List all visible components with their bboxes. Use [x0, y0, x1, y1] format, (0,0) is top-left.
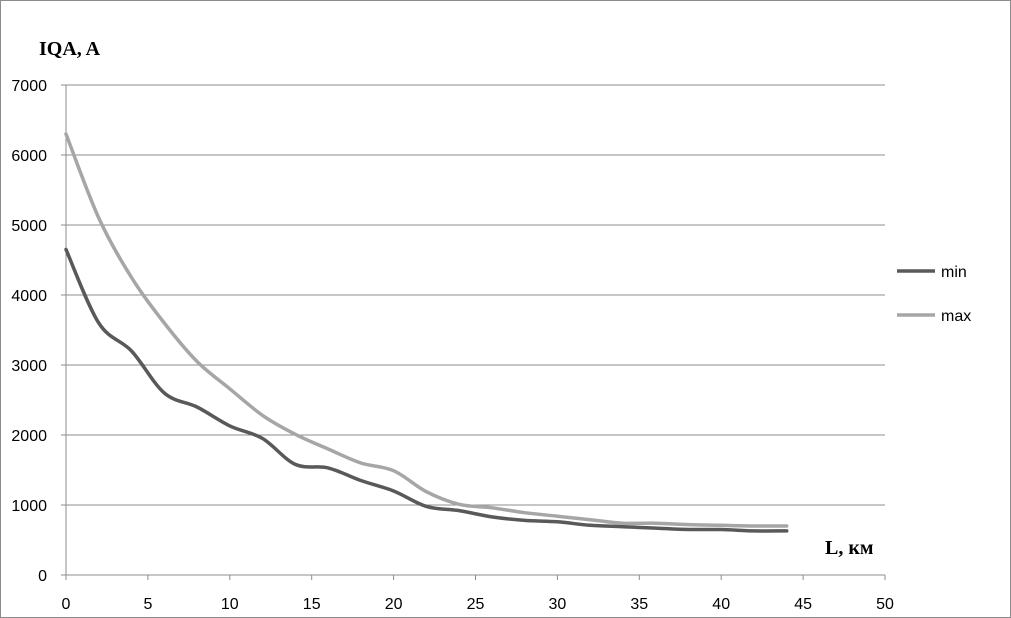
x-tick-label: 30: [549, 596, 567, 613]
legend: min max: [897, 264, 971, 325]
series-line-min: [64, 247, 789, 533]
y-tick-label: 4000: [11, 288, 47, 305]
y-tick-label: 0: [38, 568, 47, 585]
y-tick-label: 6000: [11, 148, 47, 165]
x-tick-label: 10: [221, 596, 239, 613]
x-axis-title: L, км: [825, 537, 874, 559]
y-tick-label: 5000: [11, 218, 47, 235]
y-tick-label: 2000: [11, 428, 47, 445]
gridlines: [66, 84, 885, 506]
y-tick-label: 7000: [11, 78, 47, 95]
x-tick-label: 25: [467, 596, 485, 613]
x-tick-label: 35: [630, 596, 648, 613]
x-tick-label: 45: [794, 596, 812, 613]
x-tick-label: 15: [303, 596, 321, 613]
x-tick-label: 20: [385, 596, 403, 613]
legend-label-min: min: [941, 264, 967, 281]
series-line-max: [64, 132, 789, 528]
x-tick-label: 50: [876, 596, 894, 613]
series-lines: [64, 132, 789, 533]
y-axis-title: IQA, A: [39, 38, 101, 60]
x-tick-label: 40: [712, 596, 730, 613]
legend-label-max: max: [941, 308, 971, 325]
y-tick-label: 1000: [11, 498, 47, 515]
x-tick-label: 0: [62, 596, 71, 613]
y-tick-label: 3000: [11, 358, 47, 375]
axes: 0 1000 2000 3000 4000 5000 6000 7000 0 5 10 15 20 25 3…: [11, 78, 894, 613]
x-tick-label: 5: [143, 596, 152, 613]
